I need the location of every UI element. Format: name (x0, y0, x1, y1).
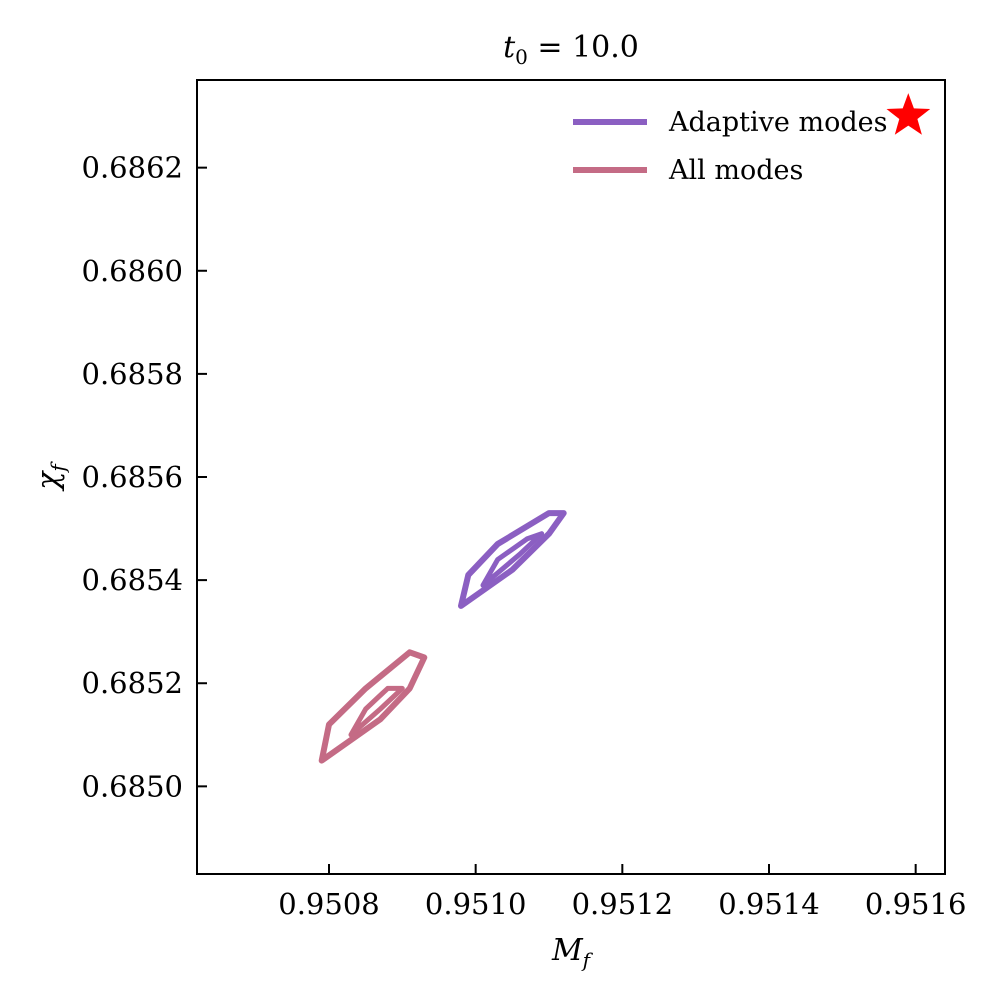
star-marker (886, 93, 931, 135)
chart-title: t0 = 10.0 (503, 30, 639, 69)
x-tick-label: 0.9514 (718, 887, 819, 921)
x-axis-title: Mf (551, 933, 594, 972)
x-tick-label: 0.9510 (425, 887, 526, 921)
chart-title-rest: = 10.0 (528, 30, 639, 65)
chart-title-sub: 0 (515, 45, 528, 69)
x-axis-title-var: M (551, 933, 584, 968)
y-tick-label: 0.6852 (82, 666, 183, 700)
y-tick-label: 0.6858 (82, 357, 183, 391)
series-1-contour-2 (480, 531, 545, 588)
y-tick-label: 0.6854 (82, 563, 183, 597)
legend: Adaptive modes All modes (573, 107, 887, 186)
marker-layer (886, 93, 931, 135)
series-1-contour-1 (458, 510, 567, 609)
series-2-contour-2 (348, 685, 405, 738)
x-tick-label: 0.9516 (865, 887, 966, 921)
series-2-contours (318, 649, 428, 764)
y-axis-title-var: χ (31, 470, 66, 492)
y-tick-label: 0.6862 (82, 151, 183, 185)
y-tick-label: 0.6850 (82, 769, 183, 803)
series-1-contours (458, 510, 567, 609)
y-axis-ticks: 0.6850 0.6852 0.6854 0.6856 0.6858 0.6860 0.68… (82, 151, 207, 803)
x-axis-ticks: 0.9508 0.9510 0.9512 0.9514 0.9516 (278, 864, 966, 921)
chart-title-var: t (503, 30, 516, 65)
legend-label: All modes (668, 155, 803, 186)
legend-label: Adaptive modes (668, 107, 887, 138)
series-layer (318, 510, 567, 764)
y-tick-label: 0.6856 (82, 460, 183, 494)
x-tick-label: 0.9508 (278, 887, 379, 921)
x-tick-label: 0.9512 (572, 887, 673, 921)
y-tick-label: 0.6860 (82, 254, 183, 288)
series-2-contour-1 (318, 649, 428, 764)
